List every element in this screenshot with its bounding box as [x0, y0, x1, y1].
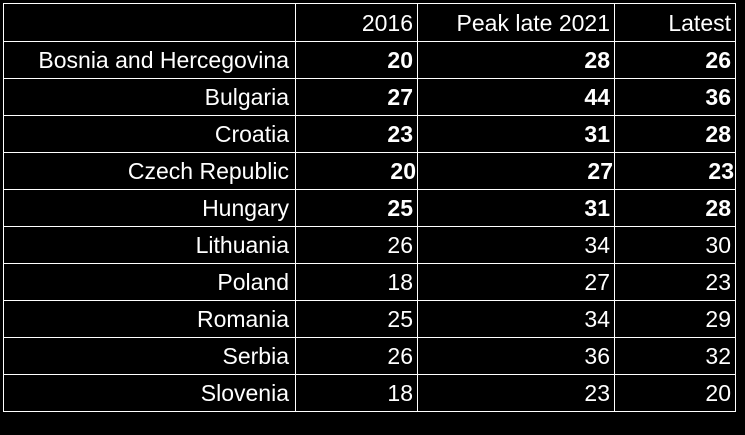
header-row: 2016 Peak late 2021 Latest — [3, 3, 736, 42]
table-row: Romania 25 34 29 — [3, 300, 736, 338]
value-2016-cell: 20 — [295, 152, 418, 190]
value-latest-cell: 32 — [614, 337, 736, 375]
value-2016-cell: 23 — [295, 115, 418, 153]
country-cell: Slovenia — [3, 374, 296, 412]
value-peak-2021-cell: 44 — [417, 78, 615, 116]
country-cell: Serbia — [3, 337, 296, 375]
value-peak-2021-cell: 36 — [417, 337, 615, 375]
country-cell: Croatia — [3, 115, 296, 153]
value-peak-2021-cell: 34 — [417, 226, 615, 264]
value-latest-cell: 23 — [614, 263, 736, 301]
value-peak-2021-cell: 28 — [417, 41, 615, 79]
value-latest-cell: 20 — [614, 374, 736, 412]
value-2016-cell: 27 — [295, 78, 418, 116]
value-latest-cell: 29 — [614, 300, 736, 338]
value-2016-cell: 25 — [295, 189, 418, 227]
country-cell: Romania — [3, 300, 296, 338]
table-row: Poland 18 27 23 — [3, 263, 736, 301]
value-2016-cell: 25 — [295, 300, 418, 338]
header-cell-latest: Latest — [614, 3, 736, 42]
country-cell: Poland — [3, 263, 296, 301]
table-row: Slovenia 18 23 20 — [3, 374, 736, 412]
value-2016-cell: 18 — [295, 263, 418, 301]
value-peak-2021-cell: 23 — [417, 374, 615, 412]
value-2016-cell: 26 — [295, 226, 418, 264]
value-peak-2021-cell: 34 — [417, 300, 615, 338]
table-row: Hungary 25 31 28 — [3, 189, 736, 227]
table-row: Lithuania 26 34 30 — [3, 226, 736, 264]
country-cell: Bosnia and Hercegovina — [3, 41, 296, 79]
country-cell: Lithuania — [3, 226, 296, 264]
header-cell-2016: 2016 — [295, 3, 418, 42]
header-cell-peak-late-2021: Peak late 2021 — [417, 3, 615, 42]
value-2016-cell: 26 — [295, 337, 418, 375]
value-latest-cell: 28 — [614, 115, 736, 153]
table-row: Serbia 26 36 32 — [3, 337, 736, 375]
value-latest-cell: 28 — [614, 189, 736, 227]
table-row: Czech Republic 20 27 23 — [3, 152, 736, 190]
table-row: Croatia 23 31 28 — [3, 115, 736, 153]
country-cell: Bulgaria — [3, 78, 296, 116]
value-peak-2021-cell: 27 — [417, 263, 615, 301]
table-row: Bulgaria 27 44 36 — [3, 78, 736, 116]
value-latest-cell: 30 — [614, 226, 736, 264]
table-row: Bosnia and Hercegovina 20 28 26 — [3, 41, 736, 79]
country-cell: Czech Republic — [3, 152, 296, 190]
value-peak-2021-cell: 31 — [417, 189, 615, 227]
value-latest-cell: 36 — [614, 78, 736, 116]
country-cell: Hungary — [3, 189, 296, 227]
data-table: 2016 Peak late 2021 Latest Bosnia and He… — [3, 3, 736, 412]
value-2016-cell: 20 — [295, 41, 418, 79]
value-latest-cell: 26 — [614, 41, 736, 79]
value-peak-2021-cell: 31 — [417, 115, 615, 153]
header-cell-country — [3, 3, 296, 42]
value-peak-2021-cell: 27 — [417, 152, 615, 190]
value-latest-cell: 23 — [614, 152, 736, 190]
value-2016-cell: 18 — [295, 374, 418, 412]
